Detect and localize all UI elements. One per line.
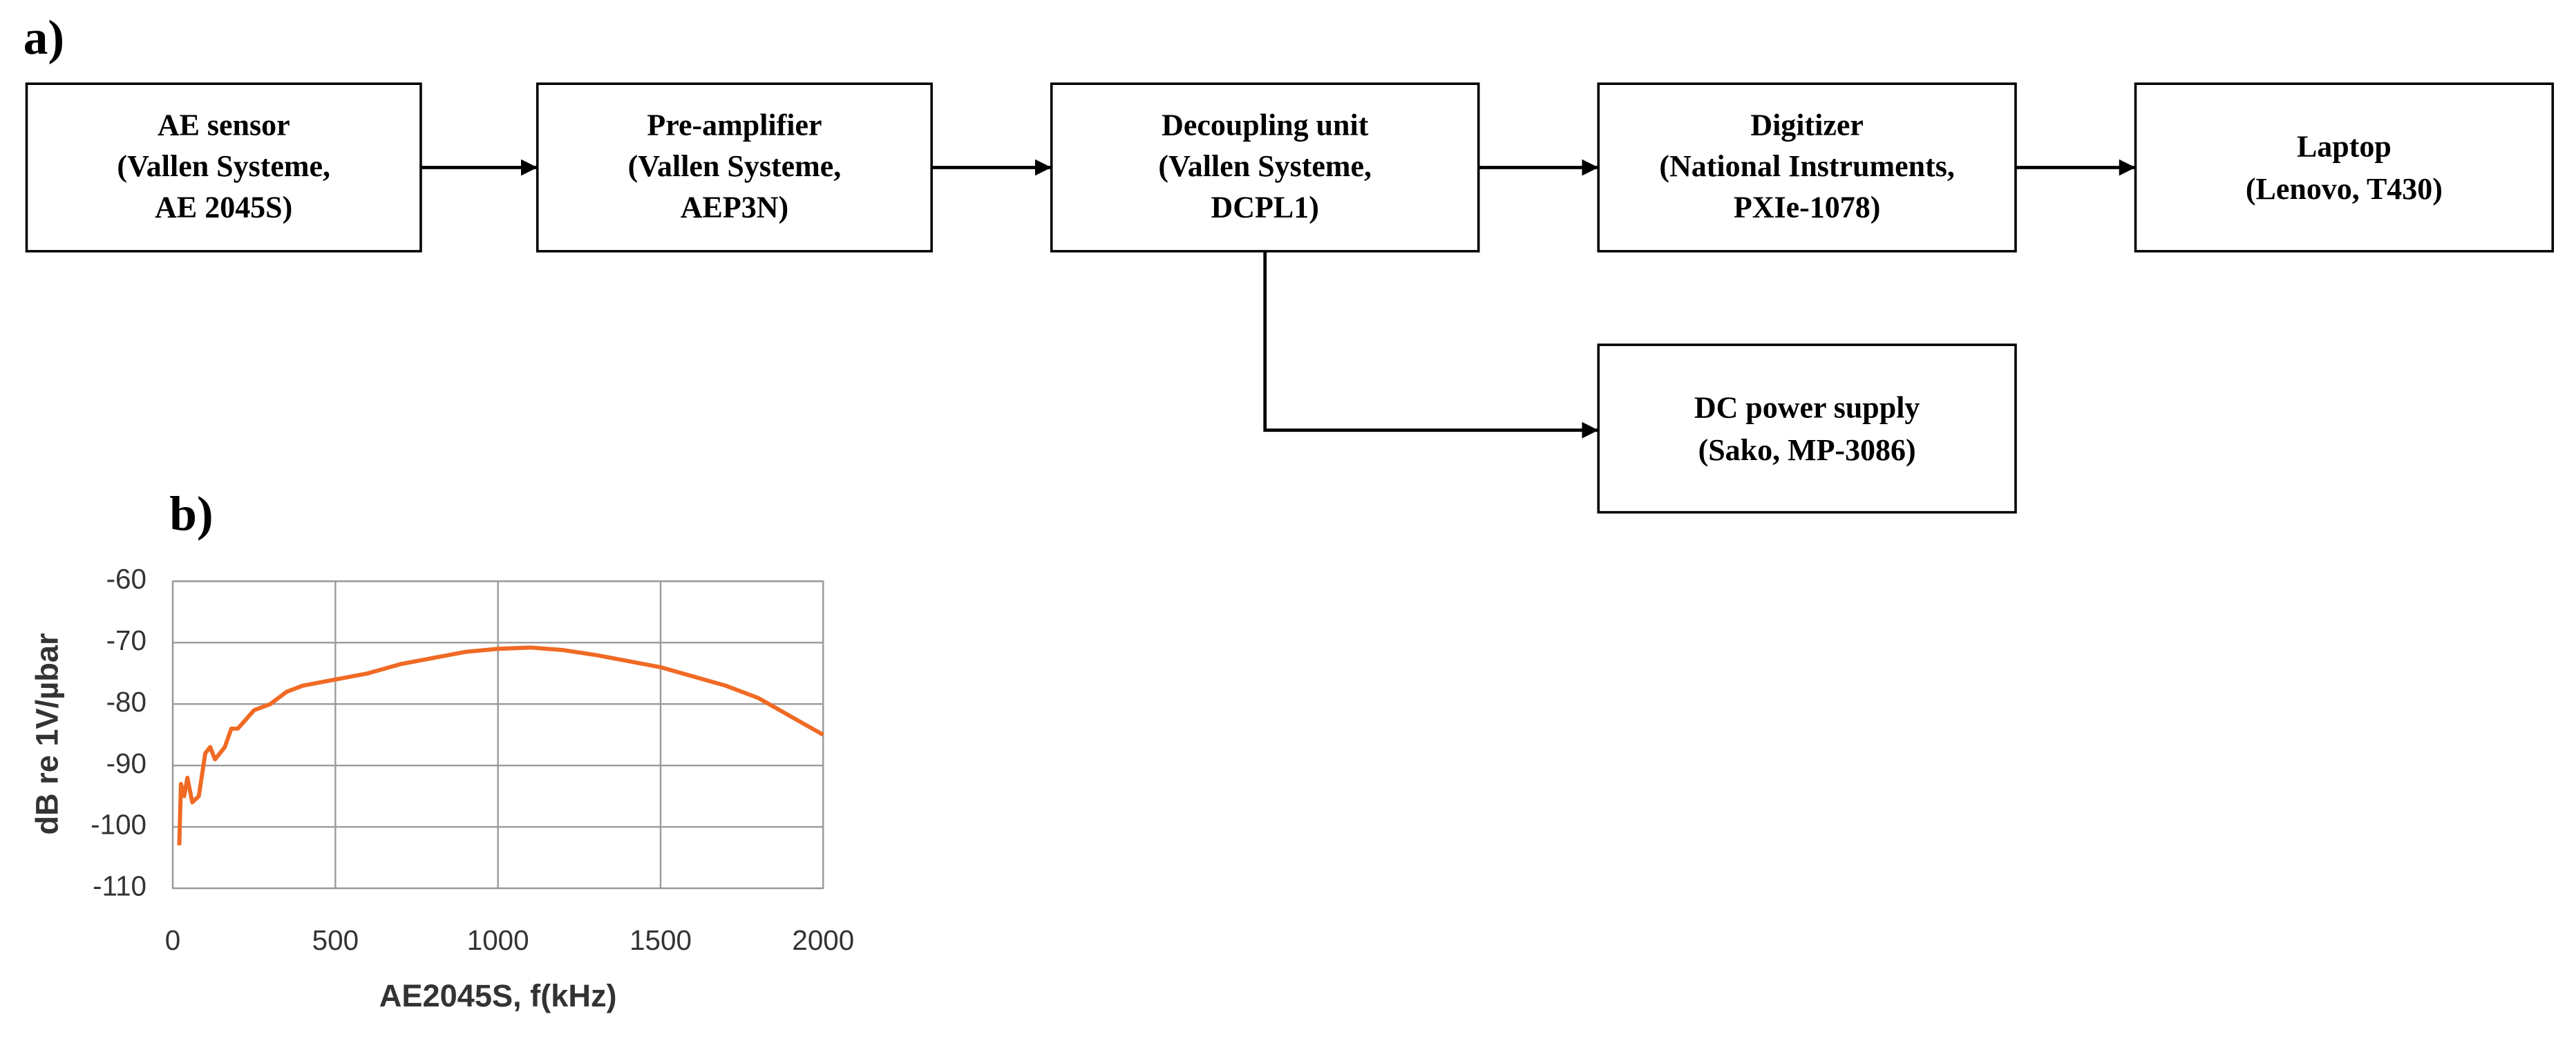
x-tick-label: 1500	[629, 924, 692, 956]
data-line	[177, 645, 824, 846]
node-text: Decoupling unit	[1162, 108, 1369, 142]
node-text: AEP3N)	[681, 190, 788, 224]
y-tick-label: -100	[91, 809, 146, 841]
arrow	[1263, 251, 1599, 439]
node-box	[1597, 82, 2017, 253]
node-text: (National Instruments,	[1659, 149, 1954, 183]
x-axis-label: AE2045S, f(kHz)	[379, 978, 617, 1013]
node-text: AE sensor	[158, 108, 290, 142]
y-tick-label: -80	[106, 686, 146, 718]
node-text: DC power supply	[1694, 390, 1920, 424]
node-box	[1050, 82, 1480, 253]
x-tick-label: 500	[312, 924, 359, 956]
y-tick-label: -90	[106, 747, 146, 779]
x-tick-label: 0	[165, 924, 180, 956]
x-tick-label: 2000	[792, 924, 854, 956]
y-tick-label: -110	[93, 870, 146, 902]
node-text: Digitizer	[1750, 108, 1864, 142]
node-text: AE 2045S)	[155, 190, 292, 224]
node-text: DCPL1)	[1211, 190, 1319, 224]
node-text: (Vallen Systeme,	[1158, 149, 1372, 183]
node-text: (Sako, MP-3086)	[1698, 433, 1916, 467]
node-text: PXIe-1078)	[1734, 190, 1880, 224]
y-tick-label: -60	[106, 563, 146, 595]
x-tick-label: 1000	[467, 924, 529, 956]
node-box	[536, 82, 933, 253]
node-text: (Vallen Systeme,	[117, 149, 330, 183]
node-text: Pre-amplifier	[647, 108, 822, 142]
node-text: (Lenovo, T430)	[2246, 172, 2443, 206]
panel-label: b)	[169, 486, 213, 541]
panel-label: a)	[23, 10, 64, 65]
node-box	[1597, 343, 2017, 514]
node-box	[25, 82, 422, 253]
node-box	[2134, 82, 2555, 253]
node-text: Laptop	[2297, 129, 2392, 163]
y-axis-label: dB re 1V/µbar	[30, 633, 65, 834]
node-text: (Vallen Systeme,	[628, 149, 842, 183]
y-tick-label: -70	[106, 624, 146, 656]
